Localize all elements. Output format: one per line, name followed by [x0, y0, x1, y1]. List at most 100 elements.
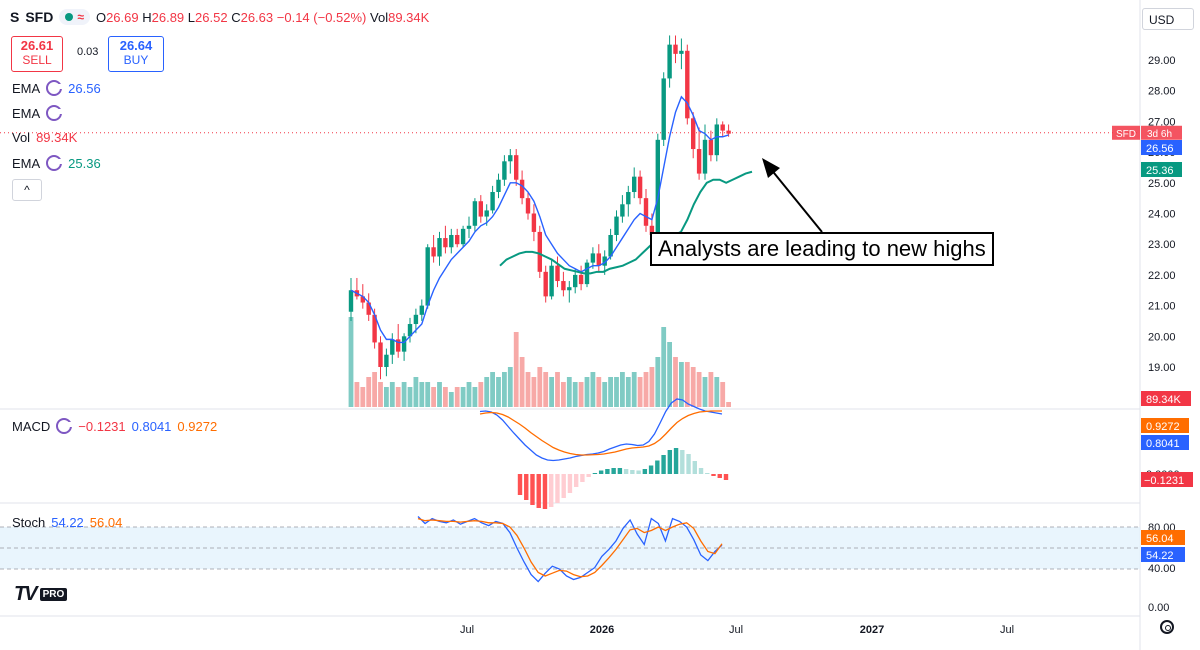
- candle-body: [372, 314, 377, 343]
- macd-histogram-bar: [549, 474, 554, 507]
- candle-body: [466, 225, 472, 229]
- volume-bar: [490, 372, 495, 407]
- macd-hist-tag: [1141, 472, 1193, 487]
- candle-body: [673, 44, 678, 54]
- volume-bar: [460, 387, 466, 407]
- volume-bar: [655, 357, 661, 407]
- volume-bar: [496, 377, 501, 407]
- candle-body: [608, 234, 613, 257]
- candle-body: [549, 265, 554, 297]
- stoch-k-tag: [1141, 547, 1185, 562]
- candle-body: [696, 149, 702, 174]
- ema2-legend[interactable]: EMA: [12, 105, 64, 121]
- ema3-legend[interactable]: EMA 25.36: [12, 155, 101, 171]
- volume-bar: [484, 377, 490, 407]
- candle-body: [602, 256, 607, 266]
- candle-body: [384, 354, 389, 367]
- volume-bar: [531, 377, 537, 407]
- candle-body: [649, 225, 655, 235]
- candle-body: [543, 271, 548, 297]
- candle-body: [596, 253, 601, 266]
- symbol-price-tag: [1112, 125, 1140, 140]
- candle-body: [366, 302, 371, 315]
- candle-body: [555, 265, 560, 282]
- volume-bar: [673, 357, 678, 407]
- volume-bar: [726, 402, 731, 407]
- volume-bar: [348, 317, 354, 407]
- price-tag-group: SFD 3d 6h: [1112, 125, 1182, 140]
- macd-histogram-bar: [530, 474, 535, 505]
- volume-bar: [702, 377, 708, 407]
- candle-body: [632, 176, 637, 193]
- buy-button[interactable]: 26.64 BUY: [108, 36, 164, 72]
- refresh-icon[interactable]: [56, 418, 74, 434]
- macd-hist-tag-text: −0.1231: [1144, 475, 1184, 487]
- market-open-dot-icon: [65, 13, 74, 21]
- stoch-legend[interactable]: Stoch 54.22 56.04: [12, 515, 123, 530]
- volume-legend[interactable]: Vol 89.34K: [12, 130, 78, 145]
- macd-histogram-bar: [705, 473, 710, 474]
- price-tick-label: 20.00: [1148, 331, 1176, 343]
- candle-body: [614, 216, 619, 235]
- symbol-name[interactable]: SFD: [25, 9, 54, 25]
- refresh-icon[interactable]: [46, 155, 64, 171]
- symbol-tag-text: SFD: [1116, 129, 1136, 140]
- macd-histogram-bar: [636, 470, 641, 474]
- volume-bar: [614, 377, 619, 407]
- stoch-d-tag: [1141, 530, 1185, 545]
- candle-body: [525, 198, 531, 214]
- settings-gear-icon[interactable]: [1160, 620, 1174, 634]
- refresh-icon[interactable]: [46, 105, 64, 121]
- tradingview-logo: TV PRO: [14, 583, 68, 606]
- refresh-icon[interactable]: [46, 80, 64, 96]
- volume-bar: [549, 377, 554, 407]
- candle-body: [567, 287, 572, 291]
- volume-bar: [684, 362, 690, 407]
- macd-signal-tag-text: 0.9272: [1146, 421, 1180, 433]
- market-status-pill[interactable]: ≈: [59, 9, 90, 25]
- volume-tag: [1141, 391, 1191, 406]
- currency-selector[interactable]: USD: [1142, 8, 1194, 30]
- volume-bar: [543, 372, 549, 407]
- candle-body: [655, 139, 660, 235]
- volume-bar: [661, 327, 667, 407]
- macd-histogram-bar: [698, 468, 704, 474]
- price-tick-label: 25.00: [1148, 178, 1176, 190]
- spread-value: 0.03: [77, 46, 99, 58]
- candle-body: [531, 213, 537, 232]
- price-tick-label: 24.00: [1148, 209, 1176, 221]
- volume-bar: [378, 382, 383, 407]
- volume-bar: [478, 382, 484, 407]
- volume-bar: [625, 377, 631, 407]
- stoch-tick-label: 0.00: [1148, 602, 1169, 614]
- candle-body: [561, 281, 566, 291]
- candle-body: [573, 274, 578, 288]
- volume-bar: [643, 372, 649, 407]
- volume-bar: [419, 382, 425, 407]
- ema1-legend[interactable]: EMA 26.56: [12, 80, 101, 96]
- price-tick-label: 19.00: [1148, 362, 1176, 374]
- macd-histogram-bar: [598, 470, 604, 474]
- volume-bar: [395, 387, 401, 407]
- macd-histogram-bar: [686, 454, 691, 474]
- price-tick-label: 22.00: [1148, 270, 1176, 282]
- sell-label: SELL: [22, 53, 52, 67]
- macd-histogram-bar: [673, 448, 679, 474]
- candle-body: [519, 179, 525, 199]
- price-tick-label: 23.00: [1148, 239, 1176, 251]
- candle-body: [478, 201, 483, 217]
- sell-button[interactable]: 26.61 SELL: [11, 36, 63, 72]
- candle-body: [714, 124, 719, 156]
- candle-body: [455, 234, 460, 245]
- candle-body: [378, 342, 383, 367]
- candle-body: [484, 210, 489, 217]
- macd-histogram-bar: [617, 468, 623, 474]
- candle-body: [407, 324, 413, 337]
- price-tick-label: 27.00: [1148, 116, 1176, 128]
- volume-bar: [537, 367, 543, 407]
- collapse-legend-button[interactable]: ^: [12, 179, 42, 201]
- candle-body: [661, 78, 666, 140]
- macd-legend[interactable]: MACD −0.1231 0.8041 0.9272: [12, 418, 218, 434]
- volume-bar: [525, 372, 531, 407]
